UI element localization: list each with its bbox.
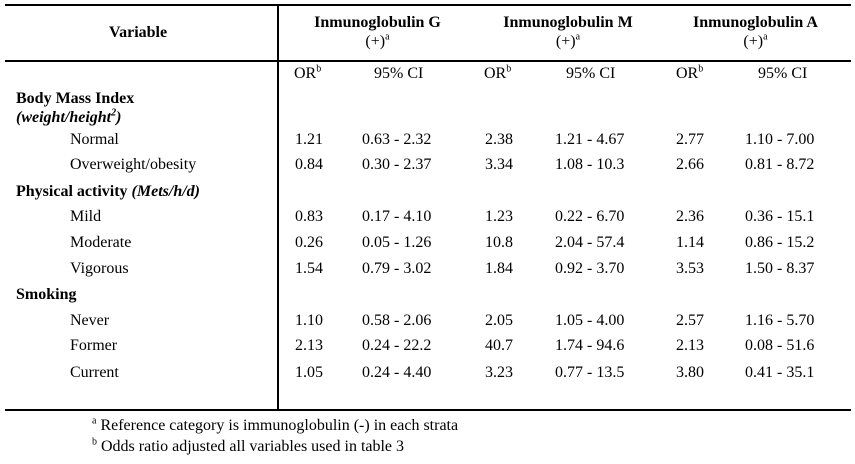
row-label: Mild — [70, 208, 102, 225]
header-igm-name: Inmunoglobulin M — [503, 14, 633, 31]
cell-igg-ci: 0.30 - 2.37 — [362, 156, 432, 173]
row-label: Vigorous — [70, 260, 129, 277]
cell-igm-or: 1.23 — [485, 208, 513, 225]
cell-igm-ci: 1.08 - 10.3 — [555, 156, 625, 173]
row-label: Normal — [70, 131, 119, 148]
cell-igg-or: 2.13 — [295, 337, 323, 354]
header-iga-sub: (+)a — [743, 31, 768, 50]
subheader-or-igm: ORb — [484, 63, 512, 82]
section-note-bmi: (weight/height2) — [16, 107, 122, 126]
subheader-or-igg: ORb — [294, 63, 322, 82]
cell-igm-or: 40.7 — [485, 337, 513, 354]
row-label: Former — [70, 337, 118, 354]
cell-igm-or: 1.84 — [485, 260, 513, 277]
cell-iga-ci: 1.50 - 8.37 — [745, 260, 815, 277]
table-top-rule — [5, 4, 851, 6]
cell-igm-ci: 2.04 - 57.4 — [555, 234, 625, 251]
cell-iga-or: 3.53 — [676, 260, 704, 277]
section-title-bmi: Body Mass Index — [16, 90, 135, 107]
cell-iga-ci: 0.36 - 15.1 — [745, 208, 815, 225]
header-igm-sub: (+)a — [555, 31, 581, 50]
header-igg-sub: (+)a — [365, 31, 390, 50]
cell-iga-ci: 0.41 - 35.1 — [745, 364, 815, 381]
cell-iga-or: 2.66 — [676, 156, 704, 173]
cell-iga-ci: 1.16 - 5.70 — [745, 312, 815, 329]
cell-igm-ci: 1.21 - 4.67 — [555, 131, 625, 148]
cell-iga-ci: 0.08 - 51.6 — [745, 337, 815, 354]
cell-igm-or: 3.34 — [485, 156, 513, 173]
footnote-b: b Odds ratio adjusted all variables used… — [92, 436, 405, 455]
cell-igm-or: 2.38 — [485, 131, 513, 148]
subheader-ci-igg: 95% CI — [374, 65, 424, 82]
cell-igg-or: 0.84 — [295, 156, 323, 173]
subheader-or-iga: ORb — [676, 63, 704, 82]
cell-igg-or: 1.05 — [295, 364, 323, 381]
cell-igg-or: 0.83 — [295, 208, 323, 225]
cell-igg-ci: 0.05 - 1.26 — [362, 234, 432, 251]
table-bottom-rule — [5, 409, 851, 411]
header-igg-name: Inmunoglobulin G — [314, 14, 441, 31]
cell-igg-ci: 0.24 - 22.2 — [362, 337, 432, 354]
cell-igm-or: 2.05 — [485, 312, 513, 329]
cell-iga-or: 3.80 — [676, 364, 704, 381]
cell-igg-or: 1.21 — [295, 131, 323, 148]
cell-igg-ci: 0.63 - 2.32 — [362, 131, 432, 148]
subheader-ci-iga: 95% CI — [758, 65, 808, 82]
row-label: Moderate — [70, 234, 132, 251]
header-iga-name: Inmunoglobulin A — [693, 14, 818, 31]
cell-iga-or: 2.77 — [676, 131, 704, 148]
cell-iga-ci: 0.86 - 15.2 — [745, 234, 815, 251]
cell-iga-or: 2.57 — [676, 312, 704, 329]
footnote-a: a Reference category is immunoglobulin (… — [92, 415, 459, 434]
cell-iga-or: 1.14 — [676, 234, 704, 251]
header-bottom-rule — [5, 60, 851, 62]
cell-igm-ci: 1.74 - 94.6 — [555, 337, 625, 354]
row-label: Current — [70, 364, 119, 381]
header-variable: Variable — [109, 24, 168, 41]
cell-igm-ci: 0.92 - 3.70 — [555, 260, 625, 277]
variable-column-divider — [277, 4, 279, 410]
cell-iga-or: 2.36 — [676, 208, 704, 225]
cell-iga-or: 2.13 — [676, 337, 704, 354]
section-title-smoking: Smoking — [16, 286, 77, 303]
cell-igg-or: 1.54 — [295, 260, 323, 277]
cell-igg-ci: 0.24 - 4.40 — [362, 364, 432, 381]
section-title-physical-activity: Physical activity (Mets/h/d) — [16, 183, 200, 200]
cell-igg-ci: 0.17 - 4.10 — [362, 208, 432, 225]
cell-igg-or: 1.10 — [295, 312, 323, 329]
cell-igg-or: 0.26 — [295, 234, 323, 251]
cell-igm-ci: 1.05 - 4.00 — [555, 312, 625, 329]
cell-igm-ci: 0.77 - 13.5 — [555, 364, 625, 381]
cell-igm-or: 10.8 — [485, 234, 513, 251]
cell-igm-ci: 0.22 - 6.70 — [555, 208, 625, 225]
row-label: Overweight/obesity — [70, 156, 197, 173]
cell-iga-ci: 0.81 - 8.72 — [745, 156, 815, 173]
row-label: Never — [70, 312, 110, 329]
cell-igg-ci: 0.58 - 2.06 — [362, 312, 432, 329]
subheader-ci-igm: 95% CI — [566, 65, 616, 82]
cell-iga-ci: 1.10 - 7.00 — [745, 131, 815, 148]
cell-igm-or: 3.23 — [485, 364, 513, 381]
cell-igg-ci: 0.79 - 3.02 — [362, 260, 432, 277]
